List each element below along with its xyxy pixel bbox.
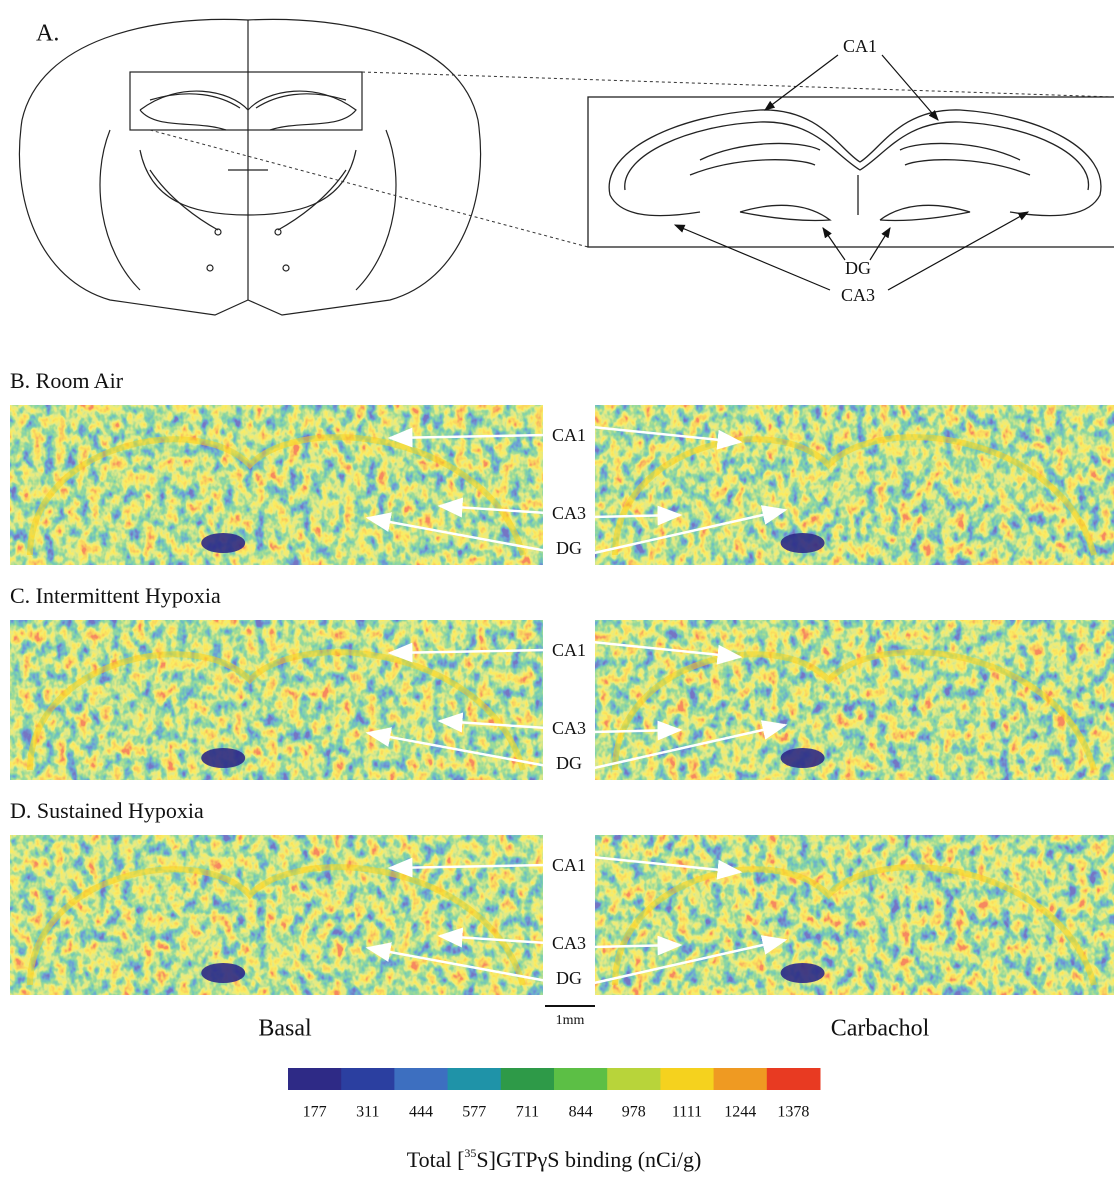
row-title: C. Intermittent Hypoxia: [10, 583, 221, 608]
colorbar-tick-label: 978: [622, 1104, 646, 1121]
colorbar-tick-label: 177: [303, 1104, 327, 1121]
region-label: CA1: [552, 855, 586, 875]
autoradiograph: [10, 405, 543, 565]
colorbar-tick-label: 444: [409, 1104, 433, 1121]
region-label: DG: [556, 753, 582, 773]
colorbar-label: Total [35S]GTPγS binding (nCi/g): [407, 1146, 702, 1172]
region-label: CA3: [552, 503, 586, 523]
brain-outline: [19, 19, 480, 315]
ventricle: [201, 963, 245, 983]
region-label: DG: [556, 538, 582, 558]
region-label: DG: [845, 258, 871, 278]
autoradiograph: [595, 405, 1114, 565]
region-label: CA3: [841, 285, 875, 305]
colorbar-segment: [288, 1068, 342, 1090]
row: C. Intermittent Hypoxia CA1 CA3 DG: [10, 583, 1114, 780]
colorbar-segment: [341, 1068, 395, 1090]
row: D. Sustained Hypoxia CA1 CA3 DG: [10, 798, 1114, 995]
region-label: CA1: [843, 36, 877, 56]
colorbar-segment: [448, 1068, 502, 1090]
column-label: Basal: [258, 1016, 312, 1042]
ventricle: [201, 533, 245, 553]
colorbar-tick-label: 844: [569, 1104, 593, 1121]
colorbar-tick-label: 1111: [672, 1104, 702, 1121]
diagram-arrows: [675, 55, 1028, 290]
panel-label: A.: [36, 21, 59, 47]
figure: A. CA1 DG CA3 B. Room AirCA1CA3DGC. Inte…: [0, 0, 1114, 1191]
autoradiograph: [10, 835, 543, 995]
region-label: CA3: [552, 718, 586, 738]
ventricle: [781, 963, 825, 983]
colorbar-segment: [714, 1068, 768, 1090]
colorbar-tick-label: 311: [356, 1104, 379, 1121]
colorbar-segment: [554, 1068, 608, 1090]
zoom-lines: [150, 72, 1114, 247]
colorbar-segment: [394, 1068, 448, 1090]
hippocampus-drawing: [588, 97, 1114, 247]
region-label: DG: [556, 968, 582, 988]
scale-bar-label: 1mm: [556, 1013, 585, 1028]
colorbar-segment: [501, 1068, 555, 1090]
colorbar-tick-label: 577: [462, 1104, 486, 1121]
ventricle: [201, 748, 245, 768]
colorbar-tick-label: 711: [516, 1104, 539, 1121]
colorbar: 177 311 444 577 711 844 978 1111 1244 1378: [288, 1068, 821, 1121]
autoradiograph: [10, 620, 543, 780]
colorbar-tick-label: 1378: [777, 1104, 809, 1121]
region-label: CA1: [552, 425, 586, 445]
colorbar-tick-label: 1244: [724, 1104, 756, 1121]
ventricle: [781, 533, 825, 553]
region-label: CA1: [552, 640, 586, 660]
row-title: D. Sustained Hypoxia: [10, 798, 204, 823]
colorbar-segment: [660, 1068, 714, 1090]
colorbar-segment: [607, 1068, 661, 1090]
ventricle: [781, 748, 825, 768]
column-label: Carbachol: [831, 1016, 930, 1042]
colorbar-segment: [767, 1068, 821, 1090]
row: B. Room Air CA1 CA3 DG: [10, 368, 1114, 565]
autoradiograph: [595, 620, 1114, 780]
autoradiograph: [595, 835, 1114, 995]
row-title: B. Room Air: [10, 368, 124, 393]
region-label: CA3: [552, 933, 586, 953]
